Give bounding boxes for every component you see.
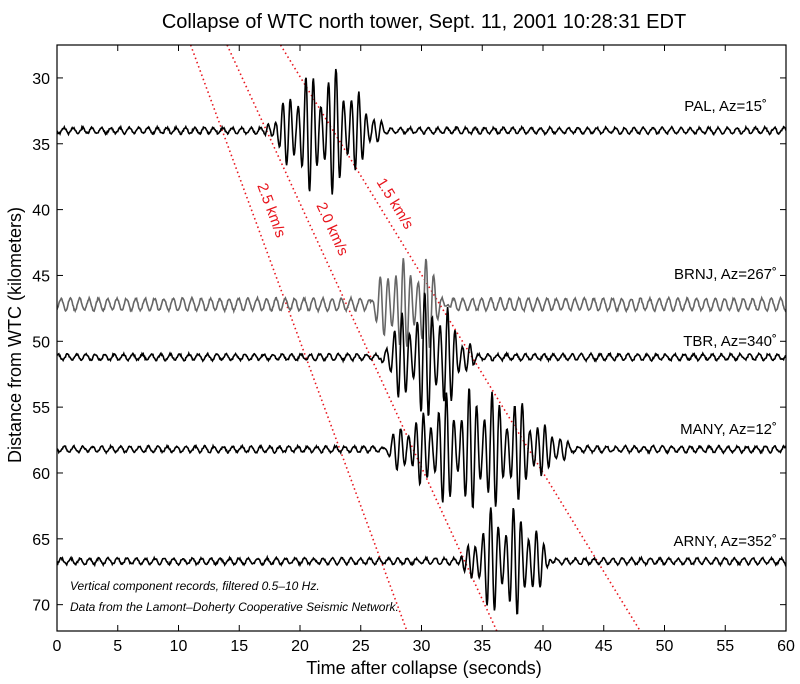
x-tick-label-10: 50 — [656, 638, 674, 655]
station-label-pal: PAL, Az=15˚ — [684, 98, 767, 115]
y-tick-label-8: 70 — [32, 598, 50, 615]
x-tick-label-1: 5 — [113, 638, 122, 655]
y-tick-label-5: 55 — [32, 400, 50, 417]
x-tick-label-11: 55 — [716, 638, 734, 655]
x-tick-label-3: 15 — [230, 638, 248, 655]
velocity-line-0 — [189, 44, 408, 632]
x-tick-label-2: 10 — [170, 638, 188, 655]
note-line-2: Data from the Lamont–Doherty Cooperative… — [70, 600, 399, 614]
velocity-line-2 — [279, 44, 641, 632]
x-tick-label-0: 0 — [53, 638, 62, 655]
station-label-brnj: BRNJ, Az=267˚ — [674, 266, 777, 283]
trace-many — [57, 388, 786, 509]
station-label-many: MANY, Az=12˚ — [680, 421, 777, 438]
y-tick-label-6: 60 — [32, 466, 50, 483]
plot-frame — [56, 44, 787, 632]
note-line-1: Vertical component records, filtered 0.5… — [70, 579, 320, 593]
x-tick-label-9: 45 — [595, 638, 613, 655]
trace-arny — [57, 507, 786, 615]
x-tick-label-5: 25 — [352, 638, 370, 655]
y-tick-label-0: 30 — [32, 71, 50, 88]
x-tick-label-4: 20 — [291, 638, 309, 655]
trace-tbr — [57, 292, 786, 416]
x-tick-label-12: 60 — [777, 638, 795, 655]
x-axis-label: Time after collapse (seconds) — [306, 658, 541, 678]
station-label-arny: ARNY, Az=352˚ — [673, 533, 777, 550]
x-tick-label-7: 35 — [473, 638, 491, 655]
velocity-label-2: 1.5 km/s — [373, 175, 417, 232]
plot-area: 0 5 10 15 20 25 30 35 40 45 50 55 60 30 35 40 45 50 55 60 65… — [32, 44, 795, 655]
velocity-label-1: 2.0 km/s — [313, 200, 352, 259]
trace-brnj — [57, 258, 786, 349]
y-tick-label-7: 65 — [32, 532, 50, 549]
x-tick-label-6: 30 — [413, 638, 431, 655]
y-tick-label-2: 40 — [32, 203, 50, 220]
chart-title: Collapse of WTC north tower, Sept. 11, 2… — [162, 11, 686, 33]
y-tick-label-4: 50 — [32, 334, 50, 351]
y-tick-label-1: 35 — [32, 137, 50, 154]
y-axis-label: Distance from WTC (kilometers) — [5, 207, 25, 463]
trace-pal — [57, 68, 786, 195]
station-label-tbr: TBR, Az=340˚ — [683, 333, 777, 350]
x-tick-label-8: 40 — [534, 638, 552, 655]
y-tick-label-3: 45 — [32, 268, 50, 285]
